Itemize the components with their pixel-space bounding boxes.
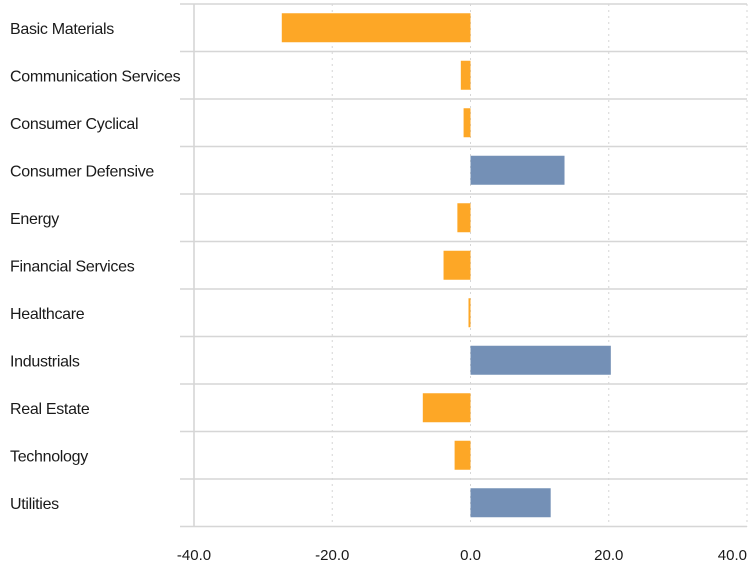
bar-consumer-cyclical xyxy=(463,108,471,138)
bar-financial-services xyxy=(443,250,471,280)
vertical-gridlines xyxy=(193,4,748,527)
category-label-consumer-defensive: Consumer Defensive xyxy=(10,163,154,180)
bars xyxy=(281,13,611,518)
bar-energy xyxy=(457,203,471,233)
category-labels: Basic Materials Communication Services Con… xyxy=(10,21,181,513)
category-label-healthcare: Healthcare xyxy=(10,306,85,323)
bar-industrials xyxy=(470,345,611,375)
bar-consumer-defensive xyxy=(470,155,565,185)
bar-technology xyxy=(454,440,471,470)
x-axis-tick-labels: -40.0 -20.0 0.0 20.0 40.0 xyxy=(177,547,747,563)
category-label-basic-materials: Basic Materials xyxy=(10,21,114,38)
x-tick-label-1: -20.0 xyxy=(315,547,349,563)
category-label-communication-services: Communication Services xyxy=(10,68,181,85)
x-tick-label-0: -40.0 xyxy=(177,547,211,563)
bar-basic-materials xyxy=(281,13,471,43)
bar-real-estate xyxy=(422,393,471,423)
bar-healthcare xyxy=(468,298,471,328)
category-label-consumer-cyclical: Consumer Cyclical xyxy=(10,116,138,133)
category-label-financial-services: Financial Services xyxy=(10,258,135,275)
category-label-energy: Energy xyxy=(10,211,59,228)
x-tick-label-3: 20.0 xyxy=(594,547,623,563)
category-label-utilities: Utilities xyxy=(10,496,59,513)
category-label-industrials: Industrials xyxy=(10,353,80,370)
category-label-real-estate: Real Estate xyxy=(10,401,90,418)
x-tick-label-2: 0.0 xyxy=(460,547,481,563)
category-label-technology: Technology xyxy=(10,448,88,465)
row-separators xyxy=(180,3,747,528)
x-tick-label-4: 40.0 xyxy=(718,547,747,563)
bar-utilities xyxy=(470,488,551,518)
bar-communication-services xyxy=(460,60,471,90)
